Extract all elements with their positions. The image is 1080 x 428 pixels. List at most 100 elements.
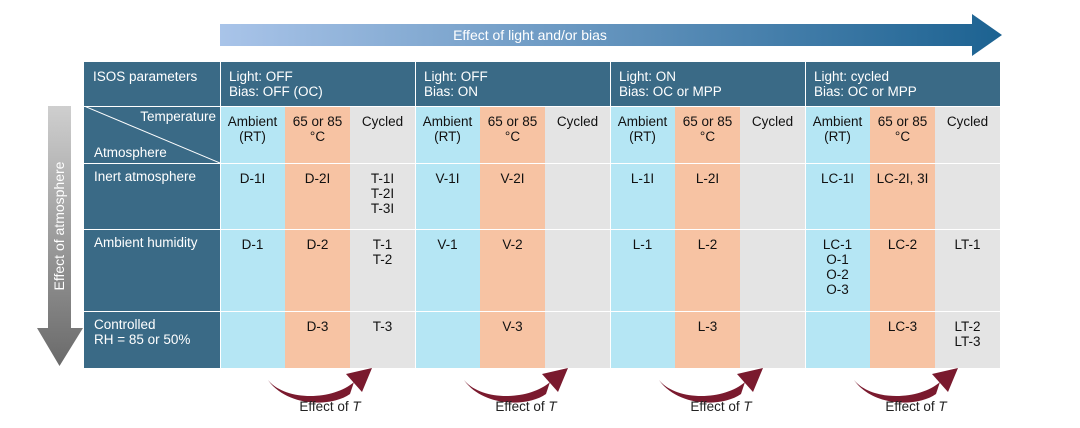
effect-of-temperature-label: Effect of T <box>661 399 781 414</box>
test-protocol-cell: T-3 <box>350 311 415 368</box>
curved-arrow-icon <box>659 368 763 403</box>
test-protocol-cell: D-1I <box>220 163 285 229</box>
protocol-code: L-2I <box>695 171 720 186</box>
effect-prefix: Effect of <box>299 399 353 414</box>
effect-prefix: Effect of <box>690 399 744 414</box>
subheader-line: 65 or 85 <box>877 114 928 129</box>
group-header: Light: OFF Bias: OFF (OC) <box>220 62 415 106</box>
test-protocol-cell <box>545 311 610 368</box>
group-header: Light: ON Bias: OC or MPP <box>610 62 805 106</box>
subheader-line: °C <box>699 129 716 144</box>
protocol-code: D-1I <box>239 171 266 186</box>
test-protocol-cell: LC-1I <box>805 163 870 229</box>
protocol-code: T-1I <box>370 171 395 186</box>
group-divider <box>805 62 806 368</box>
protocol-code: T-2 <box>372 252 393 267</box>
protocol-code: D-1 <box>241 237 264 252</box>
subheader-line: Cycled <box>556 114 599 129</box>
subheader-line: Cycled <box>946 114 989 129</box>
row-label-line: Inert atmosphere <box>94 169 197 184</box>
group-bias-label: Bias: ON <box>424 84 479 99</box>
protocol-code: T-1 <box>372 237 393 252</box>
row-label-line: Ambient humidity <box>94 235 198 250</box>
subheader-line: °C <box>504 129 521 144</box>
test-protocol-cell: D-1 <box>220 229 285 311</box>
group-bias-label: Bias: OC or MPP <box>814 84 917 99</box>
protocol-code: D-2 <box>306 237 329 252</box>
protocol-code: V-1 <box>437 237 458 252</box>
test-protocol-cell: T-1I T-2I T-3I <box>350 163 415 229</box>
effect-of-temperature-label: Effect of T <box>856 399 976 414</box>
test-protocol-cell: V-2I <box>480 163 545 229</box>
test-protocol-cell: V-2 <box>480 229 545 311</box>
group-header: Light: cycled Bias: OC or MPP <box>805 62 1000 106</box>
temperature-symbol: T <box>548 399 557 414</box>
temperature-symbol: T <box>743 399 752 414</box>
effect-prefix: Effect of <box>495 399 549 414</box>
protocol-code: LC-1 <box>822 237 853 252</box>
effect-of-temperature-label: Effect of T <box>466 399 586 414</box>
group-bias-label: Bias: OC or MPP <box>619 84 722 99</box>
temperature-subheader: 65 or 85 °C <box>870 106 935 163</box>
atmosphere-row-label: Inert atmosphere <box>84 163 220 229</box>
temperature-subheader: Ambient (RT) <box>610 106 675 163</box>
protocol-code: V-3 <box>502 319 523 334</box>
isos-parameters-table: ISOS parameters Light: OFF Bias: OFF (OC) L… <box>84 62 1000 368</box>
protocol-code: L-3 <box>697 319 718 334</box>
atmosphere-arrow <box>37 106 83 366</box>
temperature-subheader: Ambient (RT) <box>415 106 480 163</box>
atmosphere-arrow-label: Effect of atmosphere <box>51 161 67 291</box>
group-divider <box>415 62 416 368</box>
subheader-line: Cycled <box>361 114 404 129</box>
group-bias-label: Bias: OFF (OC) <box>229 84 323 99</box>
row-divider <box>84 229 1000 230</box>
temperature-subheader: 65 or 85 °C <box>480 106 545 163</box>
test-protocol-cell <box>220 311 285 368</box>
protocol-code: O-1 <box>826 252 849 267</box>
subheader-line: Ambient <box>422 114 473 129</box>
test-protocol-cell: D-2I <box>285 163 350 229</box>
temperature-symbol: T <box>352 399 361 414</box>
test-protocol-cell <box>935 163 1000 229</box>
temperature-symbol: T <box>938 399 947 414</box>
curved-arrow-icon <box>268 368 372 403</box>
test-protocol-cell <box>415 311 480 368</box>
protocol-code: D-3 <box>306 319 329 334</box>
test-protocol-cell: LC-2I, 3I <box>870 163 935 229</box>
test-protocol-cell: V-1 <box>415 229 480 311</box>
row-divider <box>84 311 1000 312</box>
temperature-label: Temperature <box>140 109 216 124</box>
test-protocol-cell: L-1I <box>610 163 675 229</box>
temperature-subheader: Cycled <box>545 106 610 163</box>
group-light-label: Light: OFF <box>229 69 293 84</box>
atmosphere-row-label: Controlled RH = 85 or 50% <box>84 311 220 368</box>
protocol-code: V-2I <box>500 171 525 186</box>
subheader-line: °C <box>309 129 326 144</box>
corner-header: ISOS parameters <box>84 62 220 106</box>
test-protocol-cell: LC-3 <box>870 311 935 368</box>
test-protocol-cell: T-1 T-2 <box>350 229 415 311</box>
test-protocol-cell <box>740 311 805 368</box>
test-protocol-cell <box>545 229 610 311</box>
subheader-line: 65 or 85 <box>487 114 538 129</box>
temperature-subheader: Cycled <box>935 106 1000 163</box>
protocol-code: L-1I <box>630 171 655 186</box>
test-protocol-cell <box>545 163 610 229</box>
protocol-code: O-3 <box>826 282 849 297</box>
test-protocol-cell <box>740 163 805 229</box>
protocol-code: T-3I <box>370 201 395 216</box>
test-protocol-cell: L-2I <box>675 163 740 229</box>
protocol-code: O-2 <box>826 267 849 282</box>
atmosphere-label: Atmosphere <box>94 145 167 160</box>
row-label-line: RH = 85 or 50% <box>94 332 191 347</box>
effect-prefix: Effect of <box>885 399 939 414</box>
subheader-line: Ambient <box>812 114 863 129</box>
curved-arrow-icon <box>464 368 568 403</box>
group-light-label: Light: OFF <box>424 69 488 84</box>
test-protocol-cell: LC-2 <box>870 229 935 311</box>
test-protocol-cell: LT-2 LT-3 <box>935 311 1000 368</box>
subheader-line: 65 or 85 <box>682 114 733 129</box>
row-divider <box>84 106 1000 107</box>
light-bias-arrow <box>220 14 1002 56</box>
test-protocol-cell <box>740 229 805 311</box>
